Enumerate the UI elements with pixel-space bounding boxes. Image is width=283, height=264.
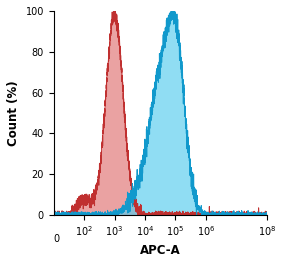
Y-axis label: Count (%): Count (%): [7, 80, 20, 146]
Text: 0: 0: [53, 234, 59, 244]
X-axis label: APC-A: APC-A: [140, 244, 181, 257]
